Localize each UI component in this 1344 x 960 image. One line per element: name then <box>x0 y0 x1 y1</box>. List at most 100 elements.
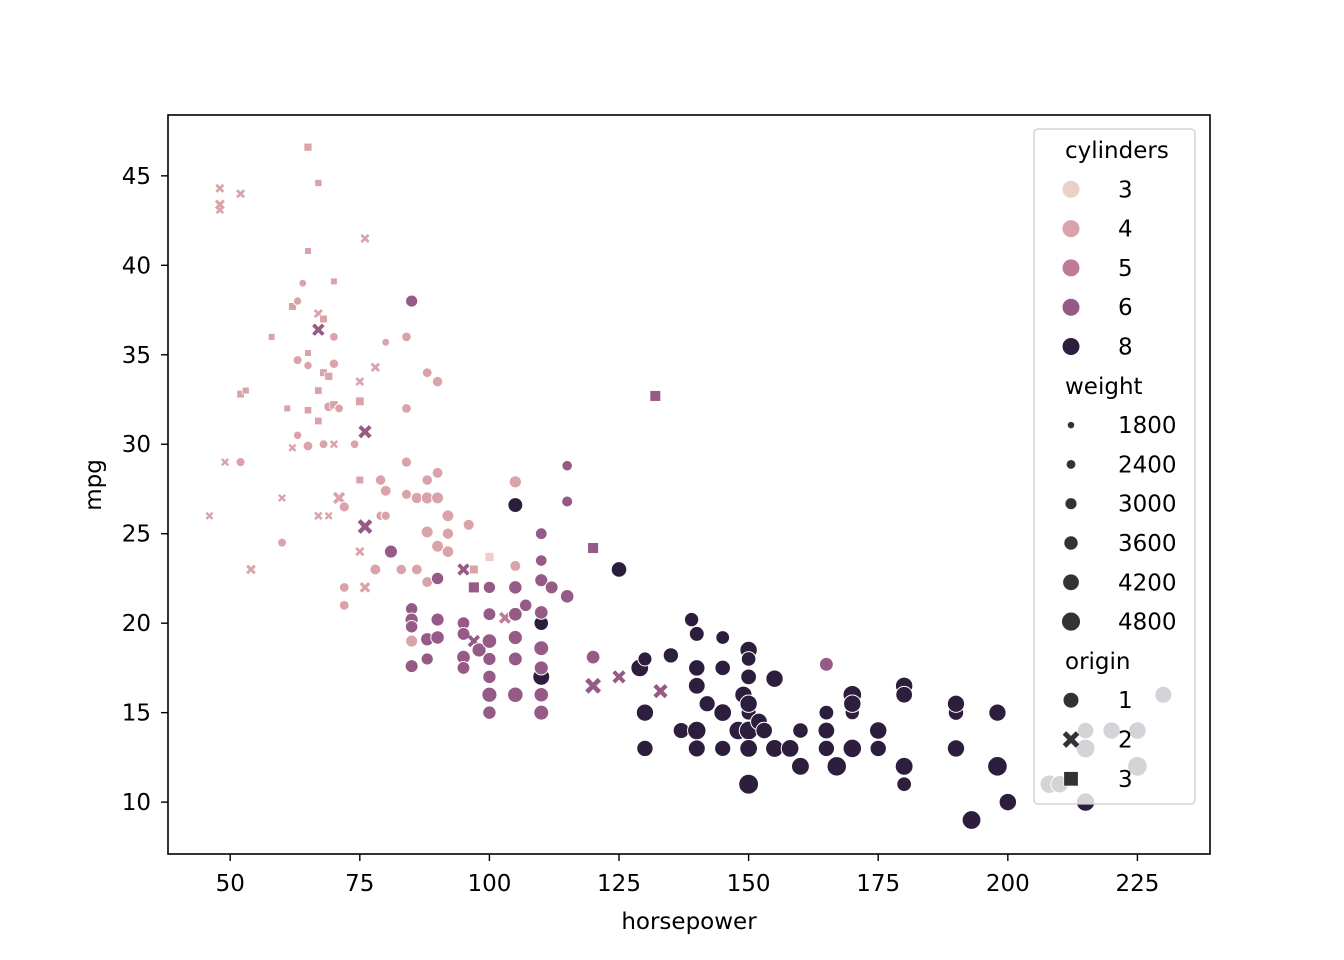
data-point-52 <box>355 475 364 485</box>
data-point-8 <box>242 386 250 395</box>
x-tick-label-225: 225 <box>1115 871 1159 897</box>
data-point-108 <box>482 607 497 622</box>
legend-cylinders-3-label: 3 <box>1118 177 1133 203</box>
data-point-138 <box>587 542 599 554</box>
data-point-48 <box>349 439 360 450</box>
data-point-56 <box>359 582 371 593</box>
data-point-0 <box>205 511 214 520</box>
data-point-58-stroke-b <box>370 362 381 372</box>
x-tick-label-150: 150 <box>727 871 771 897</box>
data-point-149 <box>636 739 654 758</box>
data-point-19 <box>298 278 308 288</box>
data-point-50 <box>355 396 365 406</box>
data-point-75 <box>405 634 419 648</box>
data-point-154 <box>688 659 706 677</box>
data-point-25 <box>304 406 312 415</box>
data-point-194 <box>946 694 966 713</box>
x-tick-label-50: 50 <box>216 871 245 897</box>
data-point-148 <box>635 703 655 722</box>
legend-origin-1-label: 1 <box>1118 688 1133 714</box>
data-point-91 <box>431 375 444 388</box>
legend-origin-2-marker-stroke-b <box>1062 731 1080 748</box>
data-point-86 <box>430 630 445 645</box>
data-point-195 <box>946 739 966 758</box>
data-point-53-stroke-b <box>357 519 373 534</box>
data-point-150 <box>662 647 680 664</box>
data-point-3-stroke-b <box>215 183 225 193</box>
data-point-155 <box>688 625 705 642</box>
data-point-97 <box>457 563 470 576</box>
data-point-116 <box>507 651 523 667</box>
data-point-132 <box>534 554 548 567</box>
data-point-130 <box>534 527 548 541</box>
legend-origin-3-label: 3 <box>1118 767 1133 793</box>
data-point-35 <box>324 511 333 520</box>
legend-weight-4800-marker <box>1060 611 1082 632</box>
data-point-157 <box>687 739 706 758</box>
data-point-134 <box>559 589 575 604</box>
legend-weight-4800-label: 4800 <box>1118 610 1177 636</box>
data-point-51-stroke-b <box>355 377 365 387</box>
data-point-69 <box>401 331 412 343</box>
data-point-162 <box>715 630 731 645</box>
data-point-124 <box>533 686 550 703</box>
data-point-45 <box>338 581 350 593</box>
data-point-30 <box>314 417 323 425</box>
data-point-140-stroke-b <box>612 670 626 684</box>
data-point-27 <box>314 179 323 187</box>
data-point-26 <box>312 323 325 336</box>
data-point-5 <box>235 457 246 468</box>
data-point-9 <box>246 564 256 575</box>
data-point-101-stroke-b <box>467 634 481 648</box>
legend-cylinders-6-marker <box>1061 297 1081 317</box>
legend-weight-2400-label: 2400 <box>1118 452 1177 478</box>
x-axis-label: horsepower <box>621 909 757 935</box>
data-point-66 <box>401 403 412 414</box>
data-point-142 <box>649 390 661 402</box>
y-axis-label: mpg <box>81 459 107 511</box>
y-tick-label-30: 30 <box>122 432 151 458</box>
data-point-74 <box>404 659 419 674</box>
data-point-20 <box>302 440 314 452</box>
data-point-178 <box>790 756 810 776</box>
data-point-44 <box>334 403 344 414</box>
legend-origin-2-label: 2 <box>1118 728 1133 754</box>
data-point-177 <box>792 722 809 739</box>
legend-weight-2400-marker <box>1065 458 1077 470</box>
x-tick-label-75: 75 <box>345 871 374 897</box>
data-point-174 <box>765 669 784 688</box>
data-point-29-stroke-b <box>314 511 323 521</box>
data-point-21 <box>303 360 313 371</box>
data-point-37 <box>324 372 333 381</box>
data-point-82 <box>420 652 434 666</box>
data-point-153 <box>687 720 707 741</box>
legend-title-origin: origin <box>1065 649 1131 675</box>
data-point-168 <box>739 739 759 758</box>
data-point-128 <box>533 605 549 620</box>
legend-cylinders-4-marker <box>1061 219 1081 239</box>
data-point-102 <box>468 581 480 594</box>
data-point-152 <box>683 611 700 628</box>
legend-origin-1-marker <box>1062 691 1080 709</box>
data-point-90 <box>431 539 445 553</box>
data-point-115 <box>508 580 523 595</box>
y-tick-label-15: 15 <box>122 701 151 727</box>
data-point-35-stroke-b <box>324 511 333 520</box>
data-point-161 <box>714 739 732 758</box>
data-point-159 <box>714 659 731 677</box>
data-point-58 <box>370 362 381 372</box>
data-point-135 <box>561 459 573 472</box>
data-point-89 <box>430 571 445 586</box>
data-point-10 <box>268 333 276 341</box>
data-point-93 <box>441 527 455 540</box>
data-point-127 <box>534 573 549 588</box>
data-point-4-stroke-b <box>220 458 230 467</box>
data-point-118 <box>507 686 524 704</box>
data-point-187 <box>868 721 888 740</box>
data-point-129 <box>533 704 550 721</box>
data-point-56-stroke-b <box>359 582 371 593</box>
data-point-14 <box>288 443 297 452</box>
data-point-192 <box>896 776 912 793</box>
data-point-9-stroke-b <box>246 564 256 575</box>
data-point-137-stroke-b <box>585 677 602 694</box>
